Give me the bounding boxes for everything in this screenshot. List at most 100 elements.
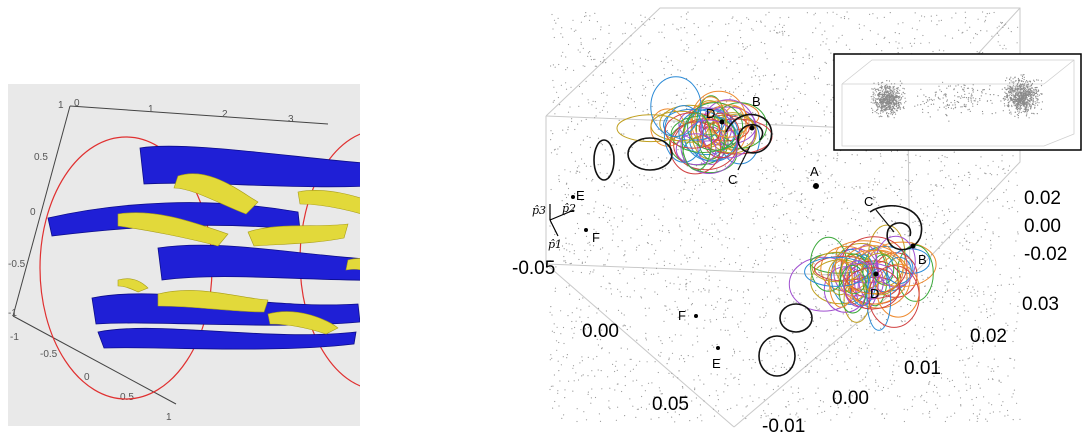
- point-marker: [910, 243, 916, 249]
- state-dot: [608, 400, 610, 402]
- state-dot: [553, 323, 555, 325]
- inset-dot: [898, 105, 900, 107]
- state-dot: [705, 278, 707, 280]
- state-dot: [766, 234, 768, 236]
- state-dot: [807, 180, 809, 182]
- state-dot: [969, 419, 971, 421]
- state-dot: [573, 380, 575, 382]
- state-dot: [850, 341, 852, 343]
- state-dot: [888, 331, 890, 333]
- state-dot: [737, 173, 739, 175]
- state-dot: [904, 234, 906, 236]
- inset-dot: [903, 107, 905, 110]
- state-dot: [733, 350, 736, 352]
- inset-dot: [882, 103, 885, 105]
- inset-dot: [880, 86, 882, 88]
- state-dot: [781, 30, 783, 32]
- state-dot: [888, 42, 890, 44]
- state-dot: [918, 225, 920, 227]
- inset-dot: [876, 102, 879, 104]
- inset-dot: [1012, 90, 1014, 92]
- state-dot: [589, 271, 592, 273]
- inset-dot: [933, 99, 935, 101]
- state-dot: [841, 239, 843, 241]
- state-dot: [848, 18, 850, 20]
- state-dot: [893, 380, 895, 382]
- state-dot: [661, 31, 663, 33]
- state-dot: [647, 179, 649, 181]
- state-dot: [791, 254, 793, 256]
- state-dot: [696, 327, 698, 329]
- state-dot: [675, 94, 677, 96]
- state-dot: [617, 246, 619, 248]
- state-dot: [731, 17, 733, 19]
- state-dot: [948, 281, 950, 283]
- state-dot: [860, 347, 862, 350]
- state-dot: [907, 257, 909, 259]
- state-dot: [919, 20, 921, 22]
- state-dot: [739, 255, 741, 257]
- state-dot: [631, 146, 633, 148]
- inset-dot: [888, 90, 890, 92]
- inset-dot: [1028, 99, 1030, 101]
- state-dot: [799, 398, 801, 400]
- inset-dot: [876, 112, 878, 114]
- state-dot: [736, 62, 738, 65]
- inset-dot: [1021, 102, 1023, 105]
- inset-dot: [1022, 85, 1024, 88]
- inset-dot: [878, 93, 881, 95]
- inset-dot: [880, 103, 882, 105]
- state-dot: [748, 185, 750, 187]
- state-dot: [815, 289, 817, 292]
- state-dot: [594, 12, 596, 14]
- state-dot: [604, 52, 606, 55]
- state-dot: [866, 230, 868, 232]
- inset-dot: [1026, 104, 1028, 106]
- state-dot: [929, 190, 931, 193]
- state-dot: [597, 137, 600, 139]
- inset-dot: [1010, 113, 1012, 115]
- state-dot: [565, 237, 567, 239]
- state-dot: [1000, 381, 1002, 383]
- point-marker: [584, 228, 588, 232]
- state-dot: [621, 186, 623, 188]
- state-dot: [659, 229, 661, 231]
- state-dot: [923, 16, 926, 18]
- inset-dot: [975, 98, 977, 100]
- orbit-loop: [829, 260, 854, 308]
- state-dot: [986, 222, 988, 224]
- state-dot: [563, 260, 565, 262]
- state-dot: [958, 299, 960, 301]
- state-dot: [550, 188, 552, 191]
- inset-dot: [887, 107, 889, 109]
- state-dot: [817, 294, 819, 296]
- state-dot: [670, 60, 672, 62]
- inset-dot: [1004, 87, 1006, 89]
- inset-dot: [896, 89, 898, 91]
- state-dot: [661, 230, 663, 232]
- state-dot: [964, 174, 966, 176]
- state-dot: [613, 86, 615, 88]
- state-dot: [953, 151, 955, 153]
- state-dot: [827, 230, 829, 233]
- state-dot: [1007, 27, 1010, 29]
- state-dot: [907, 230, 909, 232]
- state-dot: [703, 383, 705, 385]
- state-dot: [978, 383, 980, 385]
- state-dot: [697, 227, 700, 229]
- state-dot: [640, 159, 642, 161]
- state-dot: [860, 316, 862, 318]
- state-dot: [819, 22, 821, 24]
- inset-dot: [1026, 114, 1028, 116]
- state-dot: [940, 373, 943, 375]
- state-dot: [992, 231, 994, 233]
- orbit-loop: [650, 76, 702, 137]
- state-dot: [856, 327, 859, 329]
- state-dot: [860, 225, 862, 227]
- inset-dot: [876, 88, 878, 90]
- inset-dot: [1006, 95, 1009, 97]
- state-dot: [635, 416, 637, 418]
- state-dot: [588, 19, 591, 21]
- state-dot: [603, 59, 605, 61]
- state-dot: [764, 52, 766, 54]
